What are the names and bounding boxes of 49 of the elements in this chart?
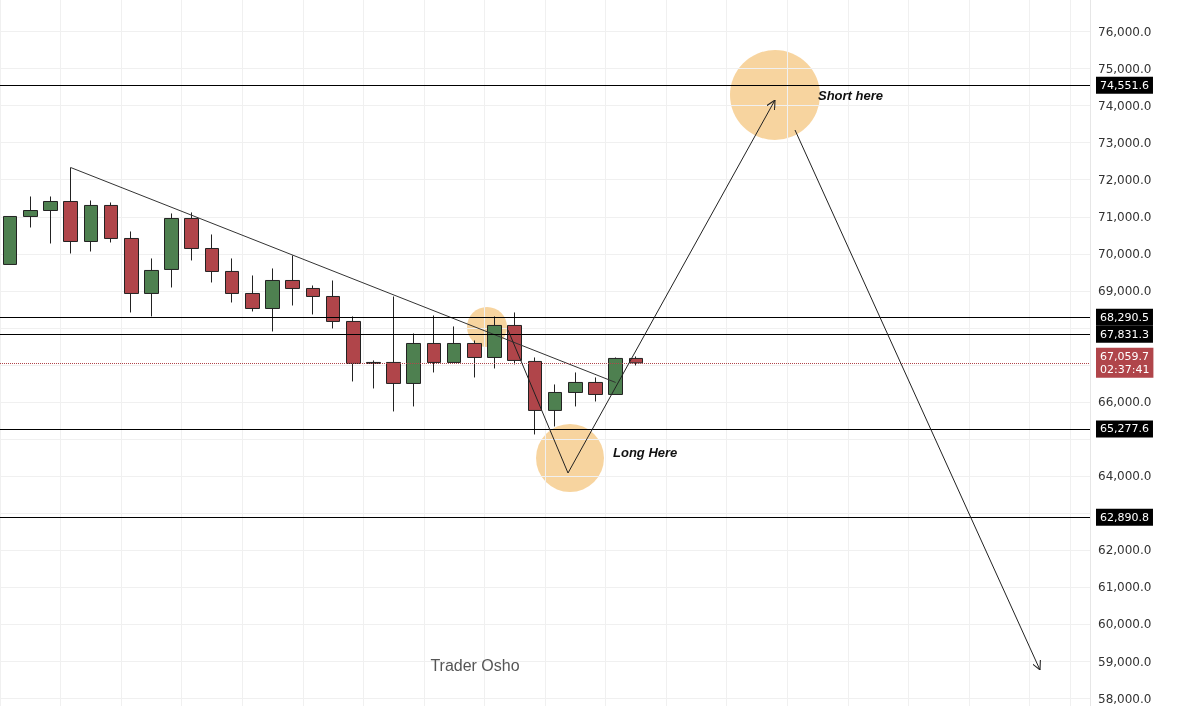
candlestick bbox=[245, 274, 260, 312]
candlestick bbox=[265, 267, 280, 332]
candlestick bbox=[164, 212, 179, 288]
candlestick bbox=[124, 230, 139, 313]
annotation: Short here bbox=[818, 87, 884, 103]
candlestick bbox=[406, 332, 421, 407]
ref-line-label: 67,059.7 02:37:41 bbox=[1100, 349, 1150, 376]
annotation: Long Here bbox=[613, 444, 678, 460]
y-tick-label: 69,000.0 bbox=[1098, 283, 1152, 298]
candlestick bbox=[84, 200, 98, 252]
y-tick-label: 73,000.0 bbox=[1098, 135, 1152, 150]
ref-line-label: 65,277.6 bbox=[1100, 422, 1149, 436]
y-tick-label: 75,000.0 bbox=[1098, 61, 1152, 76]
y-tick-label: 66,000.0 bbox=[1098, 395, 1152, 410]
candlestick bbox=[205, 233, 219, 283]
candlestick bbox=[487, 315, 502, 369]
y-tick-label: 70,000.0 bbox=[1098, 246, 1152, 261]
ref-line-label: 67,831.3 bbox=[1100, 327, 1149, 341]
ref-line-label: 68,290.5 bbox=[1100, 310, 1149, 324]
y-tick-label: 60,000.0 bbox=[1098, 617, 1152, 632]
annotation: Trader Osho bbox=[430, 656, 520, 674]
candlestick bbox=[225, 257, 239, 303]
candlestick bbox=[608, 356, 623, 395]
candlestick bbox=[104, 202, 118, 243]
y-tick-label: 74,000.0 bbox=[1098, 98, 1152, 113]
candlestick bbox=[184, 211, 199, 261]
candlestick bbox=[63, 166, 78, 254]
candlestick bbox=[366, 359, 381, 389]
y-tick-label: 76,000.0 bbox=[1098, 24, 1152, 39]
candlestick bbox=[588, 376, 603, 402]
y-tick-label: 71,000.0 bbox=[1098, 209, 1152, 224]
ref-line-label: 74,551.6 bbox=[1100, 78, 1149, 92]
candlestick bbox=[144, 257, 159, 317]
y-tick-label: 61,000.0 bbox=[1098, 580, 1152, 595]
candlestick bbox=[285, 254, 300, 306]
candlestick bbox=[306, 284, 320, 315]
candlestick bbox=[326, 279, 340, 329]
ref-line-label: 62,890.8 bbox=[1100, 510, 1149, 524]
candlestick bbox=[23, 195, 38, 228]
y-tick-label: 59,000.0 bbox=[1098, 654, 1152, 669]
y-tick-label: 62,000.0 bbox=[1098, 543, 1152, 558]
candlestick bbox=[3, 215, 17, 265]
candlestick bbox=[548, 383, 562, 427]
candlestick bbox=[447, 325, 461, 363]
candlestick bbox=[43, 195, 58, 244]
y-tick-label: 58,000.0 bbox=[1098, 691, 1152, 706]
y-tick-label: 72,000.0 bbox=[1098, 172, 1152, 187]
candlestick bbox=[568, 371, 583, 407]
y-tick-label: 64,000.0 bbox=[1098, 469, 1152, 484]
